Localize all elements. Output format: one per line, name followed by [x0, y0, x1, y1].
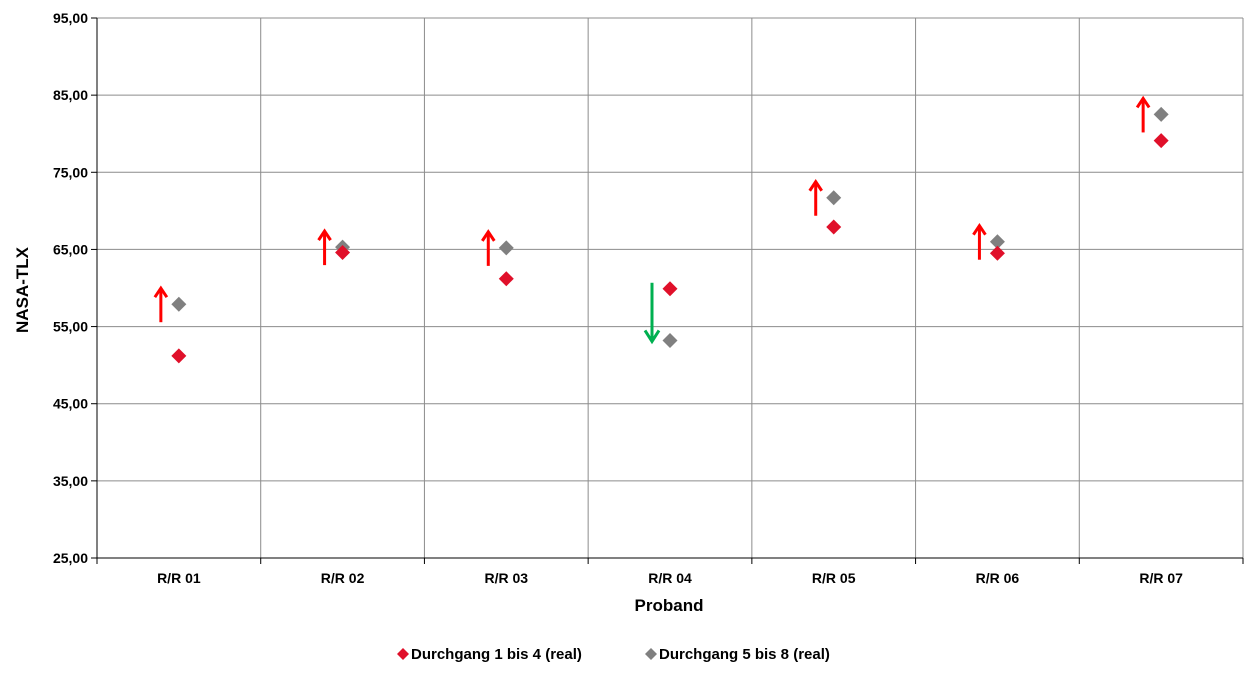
data-point-series-2	[989, 234, 1005, 250]
y-tick-labels: 25,00 35,00 45,00 55,00 65,00 75,00 85,00 95,00	[53, 10, 88, 566]
data-point-series-1	[662, 281, 678, 297]
y-axis-title: NASA-TLX	[13, 246, 32, 333]
arrow-up-icon	[972, 223, 987, 260]
data-point-series-2	[826, 190, 842, 206]
arrow-up-icon	[808, 179, 823, 216]
arrow-up-icon	[481, 229, 496, 266]
legend-label-series-2: Durchgang 5 bis 8 (real)	[659, 646, 830, 663]
y-tick-label: 85,00	[53, 87, 88, 103]
y-tick-label: 25,00	[53, 550, 88, 566]
arrow-up-icon	[1135, 95, 1151, 133]
data-point-series-2	[662, 332, 678, 348]
y-tick-label: 55,00	[53, 319, 88, 335]
data-point-series-1	[989, 245, 1005, 261]
data-point-series-2	[171, 296, 187, 312]
arrow-up-icon	[317, 228, 332, 266]
x-tick-label: R/R 02	[321, 570, 365, 586]
data-point-series-1	[826, 219, 842, 235]
x-axis-title: Proband	[635, 596, 704, 615]
legend: Durchgang 1 bis 4 (real) Durchgang 5 bis …	[397, 646, 830, 663]
change-arrows	[153, 95, 1151, 345]
data-point-series-2	[1153, 106, 1169, 122]
x-tick-label: R/R 03	[484, 570, 528, 586]
y-tick-label: 65,00	[53, 241, 88, 257]
x-tick-labels: R/R 01 R/R 02 R/R 03 R/R 04 R/R 05 R/R 06 R/R …	[157, 570, 1183, 586]
y-tick-label: 95,00	[53, 10, 88, 26]
y-tick-label: 45,00	[53, 396, 88, 412]
data-point-series-1	[498, 271, 514, 287]
grid	[91, 17, 1244, 564]
data-point-series-1	[335, 245, 351, 261]
legend-marker-series-1	[397, 648, 409, 660]
x-tick-label: R/R 04	[648, 570, 692, 586]
x-tick-label: R/R 05	[812, 570, 856, 586]
data-points	[171, 106, 1169, 364]
data-point-series-1	[171, 348, 187, 364]
data-point-series-1	[1153, 133, 1169, 149]
y-tick-label: 75,00	[53, 164, 88, 180]
legend-label-series-1: Durchgang 1 bis 4 (real)	[411, 646, 582, 663]
x-tick-label: R/R 01	[157, 570, 201, 586]
x-tick-label: R/R 06	[976, 570, 1020, 586]
y-tick-label: 35,00	[53, 473, 88, 489]
data-point-series-2	[498, 240, 514, 256]
arrow-down-icon	[643, 282, 661, 345]
legend-marker-series-2	[645, 648, 657, 660]
x-tick-label: R/R 07	[1139, 570, 1183, 586]
arrow-up-icon	[153, 285, 169, 323]
